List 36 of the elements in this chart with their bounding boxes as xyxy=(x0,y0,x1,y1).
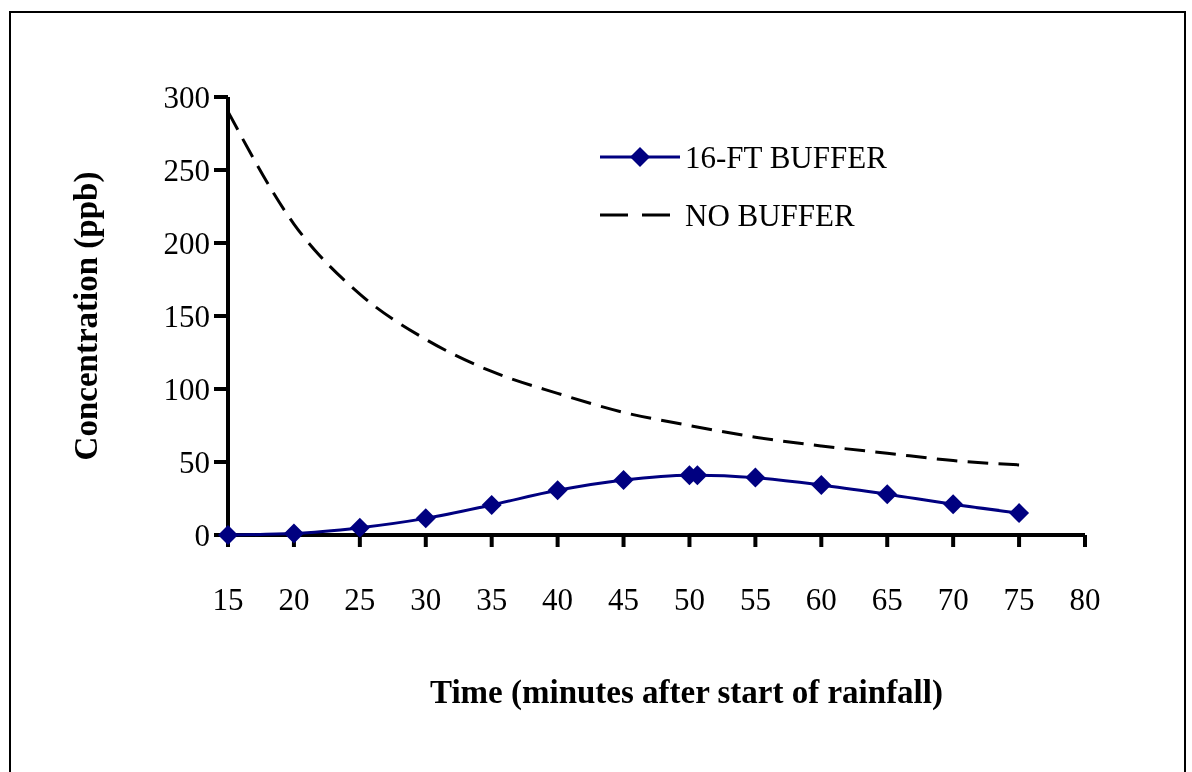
y-tick-label: 150 xyxy=(163,298,210,334)
point xyxy=(349,517,370,538)
legend-label: NO BUFFER xyxy=(685,197,856,233)
point xyxy=(943,494,964,515)
x-tick-label: 25 xyxy=(344,582,376,617)
x-tick-label: 40 xyxy=(542,582,574,617)
x-tick-label: 65 xyxy=(871,582,903,617)
y-tick-label: 100 xyxy=(163,371,210,407)
x-axis-title: Time (minutes after start of rainfall) xyxy=(430,674,943,711)
x-tick-label: 80 xyxy=(1069,582,1101,617)
y-tick-label: 300 xyxy=(163,79,210,115)
y-tick-label: 50 xyxy=(179,444,210,480)
x-tick-label: 45 xyxy=(608,582,640,617)
y-tick-label: 0 xyxy=(194,517,210,553)
y-axis-title: Concentration (ppb) xyxy=(68,171,105,461)
x-tick-label: 75 xyxy=(1003,582,1035,617)
point xyxy=(811,474,832,495)
x-tick-label: 55 xyxy=(739,582,771,617)
x-tick-label: 35 xyxy=(476,582,508,617)
x-tick-label: 15 xyxy=(212,582,244,617)
point xyxy=(481,494,502,515)
point xyxy=(547,480,568,501)
y-tick-label: 200 xyxy=(163,225,210,261)
y-tick-label: 250 xyxy=(163,152,210,188)
point xyxy=(613,469,634,490)
point xyxy=(745,467,766,488)
x-tick-label: 30 xyxy=(410,582,442,617)
point xyxy=(415,508,436,529)
point xyxy=(283,523,304,544)
x-tick-label: 50 xyxy=(673,582,705,617)
x-tick-label: 60 xyxy=(805,582,837,617)
x-tick-label: 20 xyxy=(278,582,310,617)
legend-label: 16-FT BUFFER xyxy=(685,139,888,175)
point xyxy=(1009,503,1030,524)
point xyxy=(877,484,898,505)
x-tick-label: 70 xyxy=(937,582,969,617)
